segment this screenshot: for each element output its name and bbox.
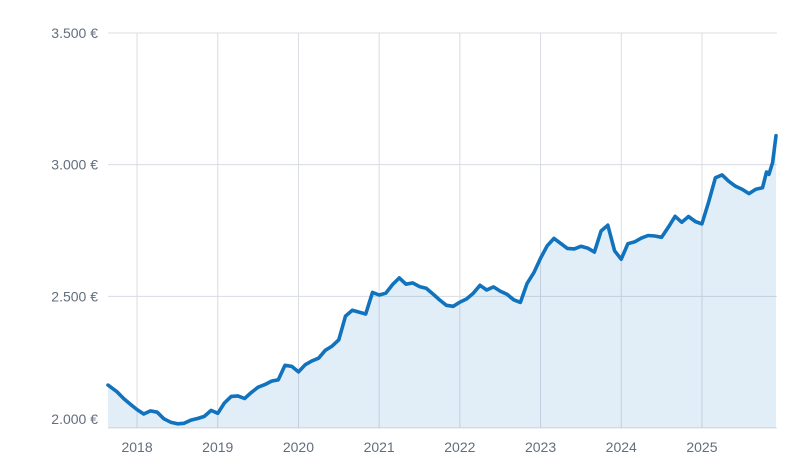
chart-gridlines bbox=[108, 32, 777, 429]
y-tick-label: 3.000 € bbox=[51, 157, 98, 173]
x-tick-label: 2018 bbox=[121, 439, 152, 455]
price-area bbox=[108, 135, 776, 428]
y-tick-label: 2.500 € bbox=[51, 288, 98, 304]
chart-axis-labels: 2.000 € 2.500 € 3.000 € 3.500 € 2018 2019 2020… bbox=[51, 25, 717, 455]
y-tick-label: 2.000 € bbox=[51, 411, 98, 427]
x-tick-label: 2020 bbox=[283, 439, 314, 455]
price-line bbox=[106, 133, 778, 426]
x-tick-label: 2025 bbox=[686, 439, 717, 455]
x-tick-label: 2019 bbox=[202, 439, 233, 455]
x-tick-label: 2023 bbox=[525, 439, 556, 455]
x-tick-label: 2022 bbox=[444, 439, 475, 455]
x-tick-label: 2021 bbox=[364, 439, 395, 455]
chart-series bbox=[106, 133, 778, 428]
x-tick-label: 2024 bbox=[606, 439, 637, 455]
y-tick-label: 3.500 € bbox=[51, 25, 98, 41]
